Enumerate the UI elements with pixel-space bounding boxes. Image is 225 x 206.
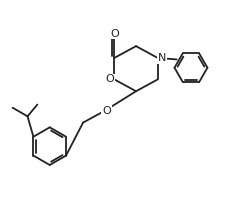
Text: O: O bbox=[110, 29, 119, 39]
Text: O: O bbox=[105, 74, 114, 84]
Text: N: N bbox=[158, 53, 166, 63]
Text: O: O bbox=[102, 106, 111, 116]
